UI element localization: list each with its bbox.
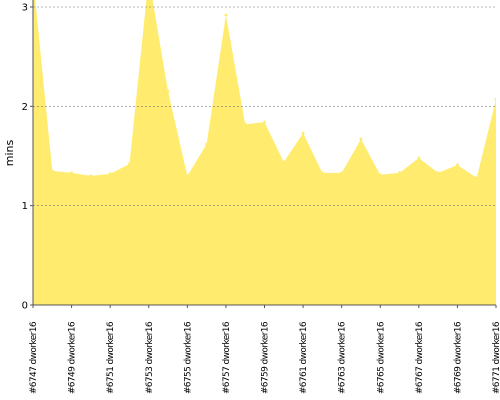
- data-point: [50, 169, 54, 173]
- x-tick-label: #6753 dworker16: [145, 321, 155, 394]
- data-point: [359, 137, 363, 141]
- x-tick-label: #6767 dworker16: [415, 321, 425, 394]
- data-point: [263, 120, 266, 124]
- y-tick-label: 3: [22, 3, 28, 14]
- x-tick-labels: #6747 dworker16 #6749 dworker16 #6751 dwor…: [29, 321, 500, 394]
- data-point: [494, 97, 496, 101]
- x-tick-label: #6761 dworker16: [299, 321, 309, 394]
- x-tick-label: #6755 dworker16: [183, 321, 193, 394]
- data-point: [398, 171, 402, 175]
- y-axis-title: mins: [3, 139, 16, 166]
- data-point: [70, 171, 74, 175]
- x-tick-label: #6757 dworker16: [222, 321, 232, 394]
- x-tick-label: #6771 dworker16: [492, 321, 500, 394]
- data-point: [378, 173, 382, 177]
- y-tick-label: 0: [22, 301, 28, 312]
- data-point: [436, 171, 440, 175]
- data-point: [108, 172, 112, 176]
- data-point: [417, 156, 421, 160]
- data-point: [340, 171, 344, 175]
- data-point: [282, 160, 286, 164]
- data-point: [205, 142, 209, 146]
- data-point: [475, 176, 479, 180]
- data-point: [127, 162, 131, 166]
- area-layer: [33, 0, 496, 305]
- x-tick-label: #6751 dworker16: [106, 321, 116, 394]
- grid-layer: [33, 6, 496, 206]
- x-tick-label: #6765 dworker16: [376, 321, 386, 394]
- y-tick-label: 1: [22, 201, 28, 212]
- data-point: [166, 89, 170, 93]
- data-point: [224, 13, 228, 17]
- y-tick-label: 2: [22, 102, 28, 113]
- data-point: [185, 174, 189, 178]
- data-point: [89, 174, 93, 178]
- data-point: [320, 171, 324, 175]
- data-point: [243, 122, 247, 126]
- x-tick-label: #6747 dworker16: [29, 321, 39, 394]
- data-point: [455, 163, 459, 167]
- data-point: [301, 131, 305, 135]
- x-tick-label: #6749 dworker16: [68, 321, 78, 394]
- x-tick-label: #6763 dworker16: [338, 321, 348, 394]
- x-tick-label: #6769 dworker16: [453, 321, 463, 394]
- y-tick-labels: 0 1 2 3: [22, 3, 28, 312]
- series-area: [33, 0, 496, 305]
- axis-layer: [30, 0, 497, 308]
- x-tick-label: #6759 dworker16: [261, 321, 271, 394]
